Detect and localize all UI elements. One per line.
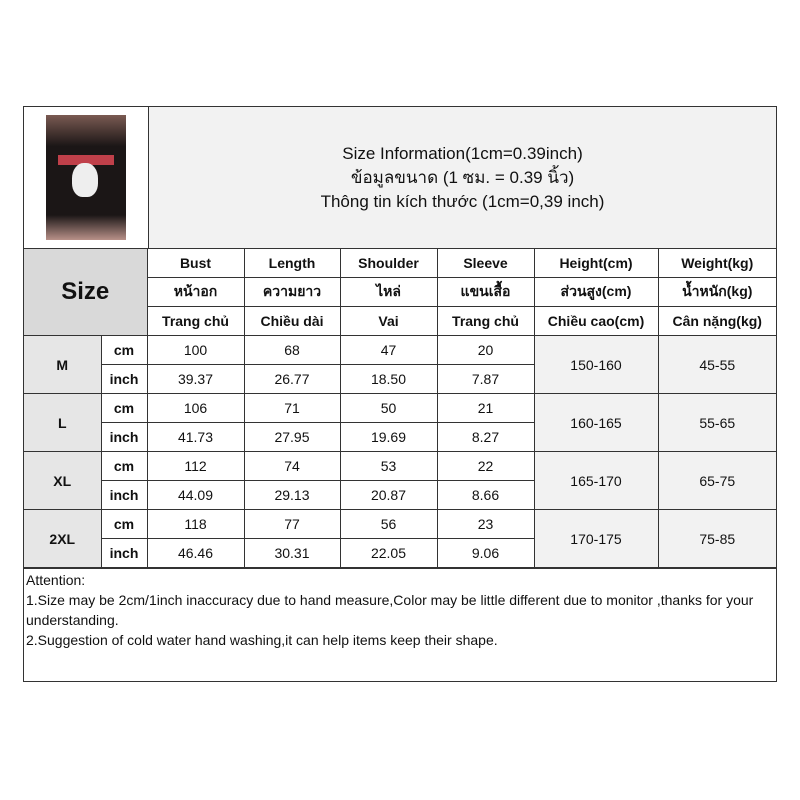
measurement-cell: 39.37	[146, 364, 245, 394]
measurement-cell: 50	[339, 393, 438, 423]
header-row-vi: Trang chủ Chiều dài Vai Trang chủ Chiều cao(…	[24, 306, 776, 336]
unit-label: inch	[100, 364, 148, 394]
weight-range: 65-75	[657, 451, 776, 510]
column-header: Vai	[339, 306, 438, 336]
chart-title: Size Information(1cm=0.39inch) ข้อมูลขนา…	[149, 107, 776, 248]
column-header: Shoulder	[339, 249, 438, 278]
attention-note-2: 2.Suggestion of cold water hand washing,…	[26, 632, 498, 648]
measurement-cell: 20.87	[339, 480, 438, 510]
table-row: inch 41.73 27.95 19.69 8.27	[24, 422, 776, 452]
measurement-cell: 7.87	[436, 364, 535, 394]
measurement-cell: 26.77	[243, 364, 341, 394]
measurement-cell: 112	[146, 451, 245, 481]
unit-label: cm	[100, 451, 148, 481]
column-header: ไหล่	[339, 277, 438, 307]
weight-range: 45-55	[657, 335, 776, 394]
title-thai: ข้อมูลขนาด (1 ซม. = 0.39 นิ้ว)	[350, 167, 575, 187]
measurement-cell: 44.09	[146, 480, 245, 510]
measurement-cell: 30.31	[243, 538, 341, 568]
unit-label: cm	[100, 393, 148, 423]
measurement-cell: 23	[436, 509, 535, 539]
column-header: Length	[243, 249, 341, 278]
height-range: 150-160	[533, 335, 659, 394]
table-row: inch 46.46 30.31 22.05 9.06	[24, 538, 776, 568]
measurement-cell: 68	[243, 335, 341, 365]
column-header: Sleeve	[436, 249, 535, 278]
measurement-cell: 53	[339, 451, 438, 481]
measurement-cell: 106	[146, 393, 245, 423]
column-header: Chiều dài	[243, 306, 341, 336]
measurement-cell: 41.73	[146, 422, 245, 452]
size-label: M	[24, 335, 102, 394]
column-header: ส่วนสูง(cm)	[533, 277, 659, 307]
size-label: L	[24, 393, 102, 452]
measurement-cell: 47	[339, 335, 438, 365]
header-row-en: Size Bust Length Shoulder Sleeve Height(cm) We…	[24, 249, 776, 336]
column-header: Cân nặng(kg)	[657, 306, 776, 336]
attention-title: Attention:	[26, 572, 86, 588]
header-row-th: หน้าอก ความยาว ไหล่ แขนเสื้อ ส่วนสูง(cm) น้ำห…	[24, 277, 776, 307]
measurement-cell: 29.13	[243, 480, 341, 510]
title-english: Size Information(1cm=0.39inch)	[342, 143, 583, 163]
table-row: 2XL cm 118 77 56 23 170-175 75-85	[24, 509, 776, 568]
size-table: Size Bust Length Shoulder Sleeve Height(cm) We…	[24, 249, 776, 568]
column-header: Chiều cao(cm)	[533, 306, 659, 336]
measurement-cell: 27.95	[243, 422, 341, 452]
measurement-cell: 22	[436, 451, 535, 481]
product-photo-cell	[24, 107, 149, 248]
unit-label: inch	[100, 538, 148, 568]
measurement-cell: 18.50	[339, 364, 438, 394]
unit-label: cm	[100, 335, 148, 365]
measurement-cell: 77	[243, 509, 341, 539]
measurement-cell: 100	[146, 335, 245, 365]
attention-note-1: 1.Size may be 2cm/1inch inaccuracy due t…	[26, 592, 754, 628]
column-header: แขนเสื้อ	[436, 277, 535, 307]
weight-range: 55-65	[657, 393, 776, 452]
measurement-cell: 19.69	[339, 422, 438, 452]
measurement-cell: 21	[436, 393, 535, 423]
size-label: XL	[24, 451, 102, 510]
measurement-cell: 8.27	[436, 422, 535, 452]
column-header: น้ำหนัก(kg)	[657, 277, 776, 307]
weight-range: 75-85	[657, 509, 776, 568]
product-photo	[46, 115, 126, 240]
measurement-cell: 71	[243, 393, 341, 423]
measurement-cell: 118	[146, 509, 245, 539]
measurement-cell: 46.46	[146, 538, 245, 568]
column-header: Trang chủ	[436, 306, 535, 336]
column-header: Bust	[146, 249, 245, 278]
measurement-cell: 56	[339, 509, 438, 539]
unit-label: inch	[100, 422, 148, 452]
column-header: Height(cm)	[533, 249, 659, 278]
column-header: หน้าอก	[146, 277, 245, 307]
unit-label: cm	[100, 509, 148, 539]
table-row: XL cm 112 74 53 22 165-170 65-75	[24, 451, 776, 510]
unit-label: inch	[100, 480, 148, 510]
column-header: Weight(kg)	[657, 249, 776, 278]
chart-header: Size Information(1cm=0.39inch) ข้อมูลขนา…	[24, 107, 776, 249]
attention-notes: Attention: 1.Size may be 2cm/1inch inacc…	[24, 568, 776, 681]
table-row: inch 44.09 29.13 20.87 8.66	[24, 480, 776, 510]
measurement-cell: 22.05	[339, 538, 438, 568]
size-chart: Size Information(1cm=0.39inch) ข้อมูลขนา…	[23, 106, 777, 682]
measurement-cell: 20	[436, 335, 535, 365]
column-header: ความยาว	[243, 277, 341, 307]
measurement-cell: 8.66	[436, 480, 535, 510]
column-header: Trang chủ	[146, 306, 245, 336]
measurement-cell: 74	[243, 451, 341, 481]
size-label: 2XL	[24, 509, 102, 568]
height-range: 170-175	[533, 509, 659, 568]
size-header: Size	[24, 249, 148, 336]
title-vietnamese: Thông tin kích thước (1cm=0,39 inch)	[320, 191, 605, 211]
height-range: 165-170	[533, 451, 659, 510]
height-range: 160-165	[533, 393, 659, 452]
measurement-cell: 9.06	[436, 538, 535, 568]
